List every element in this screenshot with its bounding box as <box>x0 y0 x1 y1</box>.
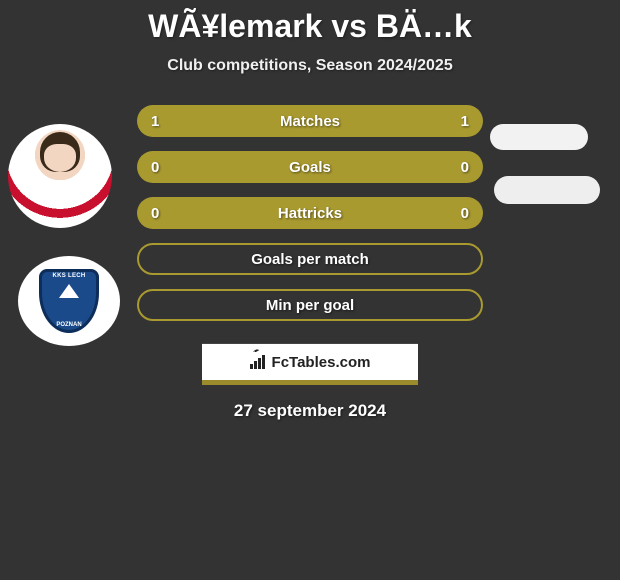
crest-bottom-text: POZNAN <box>42 322 96 328</box>
brand-text: FcTables.com <box>272 354 371 371</box>
stat-label: Min per goal <box>266 297 354 314</box>
stat-right-value: 0 <box>461 159 469 176</box>
stat-row-goals-per-match: Goals per match <box>137 243 483 275</box>
stat-left-value: 1 <box>151 113 159 130</box>
side-pill-1 <box>490 124 588 150</box>
stat-label: Goals <box>289 159 331 176</box>
club-crest: POZNAN <box>18 256 120 346</box>
page-subtitle: Club competitions, Season 2024/2025 <box>0 57 620 75</box>
stat-right-value: 1 <box>461 113 469 130</box>
player-avatar <box>8 124 112 228</box>
stat-row-goals: 0 Goals 0 <box>137 151 483 183</box>
stat-row-min-per-goal: Min per goal <box>137 289 483 321</box>
chart-icon <box>250 355 268 369</box>
stat-label: Matches <box>280 113 340 130</box>
stat-row-matches: 1 Matches 1 <box>137 105 483 137</box>
brand-box[interactable]: FcTables.com <box>202 343 418 385</box>
stat-left-value: 0 <box>151 205 159 222</box>
stat-row-hattricks: 0 Hattricks 0 <box>137 197 483 229</box>
stat-right-value: 0 <box>461 205 469 222</box>
page-title: WÃ¥lemark vs BÄ…k <box>0 0 620 45</box>
side-pill-2 <box>494 176 600 204</box>
stat-label: Hattricks <box>278 205 342 222</box>
footer-date: 27 september 2024 <box>0 401 620 421</box>
stat-label: Goals per match <box>251 251 369 268</box>
stat-left-value: 0 <box>151 159 159 176</box>
